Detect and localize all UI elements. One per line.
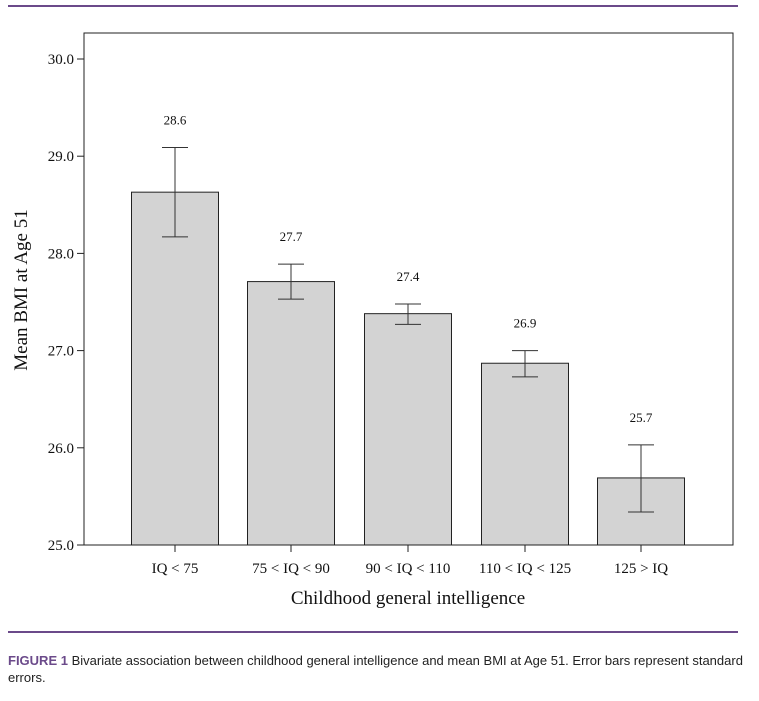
bars-group: 28.6 27.7 27.4 26.9 25.7 — [131, 112, 685, 546]
data-label: 25.7 — [630, 410, 653, 425]
x-tick-label: IQ < 75 — [152, 561, 199, 577]
x-axis-title: Childhood general intelligence — [291, 588, 525, 609]
figure-caption: FIGURE 1 Bivariate association between c… — [8, 652, 743, 686]
y-tick-label: 27.0 — [48, 344, 74, 360]
bar — [364, 313, 452, 546]
x-tick-label: 125 > IQ — [614, 561, 668, 577]
bar-chart: 25.0 26.0 27.0 28.0 29.0 30.0 28.6 27.7 27.4 26.… — [11, 32, 734, 609]
x-axis: IQ < 75 75 < IQ < 90 90 < IQ < 110 110 < IQ… — [152, 545, 668, 577]
data-label: 28.6 — [164, 112, 187, 127]
data-label: 27.7 — [280, 229, 303, 244]
bar — [247, 281, 335, 546]
figure-label: FIGURE 1 — [8, 653, 68, 668]
data-label: 26.9 — [514, 316, 537, 331]
x-tick-label: 110 < IQ < 125 — [479, 561, 571, 577]
y-tick-label: 30.0 — [48, 52, 74, 68]
bar — [481, 362, 569, 546]
data-label: 27.4 — [397, 269, 420, 284]
bottom-rule — [8, 631, 738, 633]
figure-caption-text: Bivariate association between childhood … — [8, 653, 743, 685]
x-tick-label: 90 < IQ < 110 — [366, 561, 451, 577]
y-tick-label: 25.0 — [48, 538, 74, 554]
y-tick-label: 28.0 — [48, 246, 74, 262]
y-axis-title: Mean BMI at Age 51 — [11, 209, 32, 370]
bar — [131, 191, 219, 546]
x-tick-label: 75 < IQ < 90 — [252, 561, 330, 577]
top-rule — [8, 5, 738, 7]
y-tick-label: 29.0 — [48, 149, 74, 165]
y-tick-label: 26.0 — [48, 441, 74, 457]
y-axis: 25.0 26.0 27.0 28.0 29.0 30.0 — [48, 52, 84, 554]
